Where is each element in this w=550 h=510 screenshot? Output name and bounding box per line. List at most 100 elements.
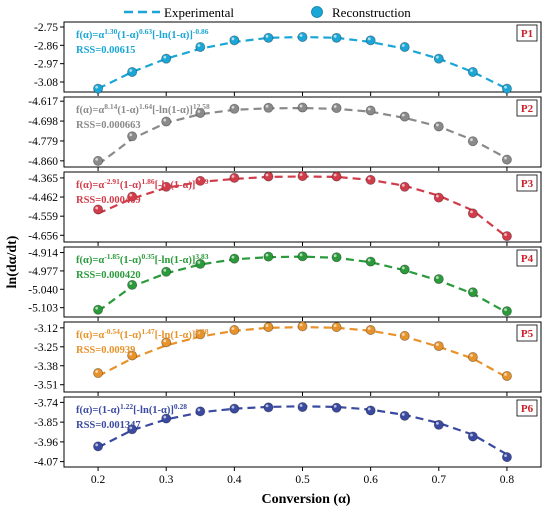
formula-text: [-ln(1-α)] xyxy=(155,180,196,191)
formula-exponent: 0.28 xyxy=(174,402,187,411)
reconstruction-point-highlight xyxy=(333,254,337,258)
rss-label: RSS=0.000469 xyxy=(76,195,141,206)
reconstruction-point xyxy=(93,441,104,452)
reconstruction-point-highlight xyxy=(367,176,371,180)
reconstruction-point-highlight xyxy=(265,104,269,108)
reconstruction-point-highlight xyxy=(299,34,303,37)
reconstruction-point xyxy=(365,105,376,116)
reconstruction-point xyxy=(365,405,376,416)
panel-tag: P2 xyxy=(521,103,534,115)
reconstruction-point-highlight xyxy=(299,104,303,108)
x-tick-label: 0.5 xyxy=(295,474,310,486)
reconstruction-point-highlight xyxy=(470,289,473,293)
reconstruction-point-highlight xyxy=(197,408,201,412)
reconstruction-point xyxy=(365,325,376,336)
panel-tag-box xyxy=(516,249,538,267)
reconstruction-point xyxy=(467,351,478,362)
reconstruction-point xyxy=(93,155,104,166)
reconstruction-point xyxy=(331,32,342,43)
reconstruction-point xyxy=(331,103,342,114)
y-axis-title: ln(dα/dt) xyxy=(5,235,20,288)
reconstruction-point xyxy=(263,102,274,113)
y-tick-label: -3.51 xyxy=(34,380,58,392)
formula-exponent: 1.30 xyxy=(104,27,117,36)
formula-text: (1-α) xyxy=(117,30,139,41)
formula-exponent: 1.86 xyxy=(141,177,154,186)
reconstruction-point-highlight xyxy=(470,210,473,214)
formula-exponent: 8.14 xyxy=(104,102,117,111)
formula-exponent: -0.54 xyxy=(104,327,120,336)
formula-text: f(α)=α xyxy=(76,105,104,116)
y-tick-label: -2.86 xyxy=(34,40,58,52)
reconstruction-point-highlight xyxy=(333,324,337,328)
formula-exponent: 0.35 xyxy=(141,252,154,261)
reconstruction-point-highlight xyxy=(163,118,167,122)
reconstruction-point-highlight xyxy=(95,370,99,373)
reconstruction-point xyxy=(501,306,512,317)
reconstruction-point-highlight xyxy=(367,37,371,41)
formula-exponent: 1.64 xyxy=(139,102,152,111)
reconstruction-point-highlight xyxy=(401,44,405,47)
formula-text: (1-α) xyxy=(120,180,142,191)
reconstruction-point-highlight xyxy=(367,327,371,330)
reconstruction-point xyxy=(297,32,308,43)
formula-label: f(α)=α-2.91(1-α)1.86[-ln(1-α)]3.39 xyxy=(76,177,209,192)
y-tick-label: -4.365 xyxy=(28,173,58,185)
formula-text: [-ln(1-α)] xyxy=(155,255,196,266)
reconstruction-point xyxy=(433,53,444,64)
reconstruction-point xyxy=(127,279,138,290)
reconstruction-point xyxy=(93,304,104,315)
reconstruction-point xyxy=(331,252,342,263)
panel-tag: P5 xyxy=(521,328,534,340)
reconstruction-point-highlight xyxy=(197,261,201,264)
reconstruction-point xyxy=(263,251,274,262)
reconstruction-point-highlight xyxy=(231,327,235,330)
rss-label: RSS=0.00615 xyxy=(76,45,135,56)
reconstruction-point xyxy=(297,251,308,262)
reconstruction-point xyxy=(399,264,410,275)
reconstruction-point xyxy=(399,42,410,53)
reconstruction-point-highlight xyxy=(95,206,99,210)
rss-label: RSS=0.000663 xyxy=(76,120,141,131)
formula-exponent: 1.47 xyxy=(141,327,154,336)
panel-p6: -3.74 -3.85 -3.96 -4.07 0.2 0.3 0.4 0.5 0.6 0.7 0.… xyxy=(34,396,542,486)
panel-tag: P3 xyxy=(521,178,534,190)
formula-text: f(α)=α xyxy=(76,180,104,191)
x-tick-label: 0.4 xyxy=(227,474,242,486)
reconstruction-point xyxy=(195,258,206,269)
formula-text: [-ln(1-α)] xyxy=(155,330,196,341)
reconstruction-point-highlight xyxy=(401,183,405,187)
y-tick-label: -3.74 xyxy=(34,397,58,409)
panel-tag-box xyxy=(516,324,538,342)
reconstruction-point-highlight xyxy=(95,306,99,310)
reconstruction-point-highlight xyxy=(299,253,303,257)
reconstruction-point-highlight xyxy=(504,156,507,160)
formula-text: [-ln(1-α)] xyxy=(133,405,174,416)
y-tick-label: -3.38 xyxy=(34,361,58,373)
y-tick-label: -3.85 xyxy=(34,417,58,429)
reconstruction-point xyxy=(433,192,444,203)
legend-reconstruction-marker xyxy=(311,6,323,18)
reconstruction-point-highlight xyxy=(129,282,133,285)
reconstruction-point xyxy=(263,402,274,413)
reconstruction-point-highlight xyxy=(129,133,133,137)
reconstruction-point-highlight xyxy=(470,433,473,437)
reconstruction-point-highlight xyxy=(367,258,371,262)
formula-exponent: -2.91 xyxy=(104,177,120,186)
reconstruction-point-highlight xyxy=(197,44,201,47)
reconstruction-point-highlight xyxy=(504,308,507,312)
panel-tag: P6 xyxy=(521,403,534,415)
reconstruction-point-highlight xyxy=(265,324,269,328)
x-tick-label: 0.6 xyxy=(363,474,378,486)
y-tick-label: -4.860 xyxy=(28,156,58,168)
reconstruction-point xyxy=(433,121,444,132)
reconstruction-point-highlight xyxy=(435,55,439,59)
reconstruction-point xyxy=(433,419,444,430)
x-tick-label: 0.2 xyxy=(91,474,106,486)
reconstruction-point xyxy=(229,103,240,114)
reconstruction-point xyxy=(93,204,104,215)
reconstruction-point xyxy=(229,35,240,46)
panel-p1: -2.75 -2.86 -2.97 -3.08 f(α)=α1.30(1-α)0.63[… xyxy=(34,21,542,96)
reconstruction-point xyxy=(331,402,342,413)
